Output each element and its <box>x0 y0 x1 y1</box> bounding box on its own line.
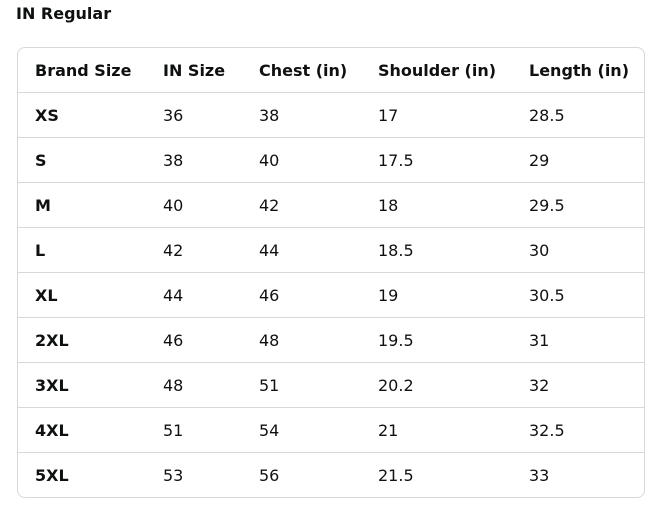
table-cell: 28.5 <box>512 92 644 138</box>
table-cell: 5XL <box>18 452 146 497</box>
table-cell: 4XL <box>18 407 146 453</box>
table-cell: 42 <box>242 182 361 228</box>
table-row: M 40 42 18 29.5 <box>18 182 644 228</box>
table-cell: 18 <box>361 182 512 228</box>
column-header: Length (in) <box>529 60 629 80</box>
table-row: XS 36 38 17 28.5 <box>18 92 644 138</box>
table-cell: 40 <box>242 137 361 183</box>
table-cell: 19.5 <box>361 317 512 363</box>
table-cell: 46 <box>146 317 242 363</box>
table-cell: 17 <box>361 92 512 138</box>
column-header: Chest (in) <box>259 60 348 80</box>
table-cell: 31 <box>512 317 644 363</box>
table-cell: M <box>18 182 146 228</box>
column-header: Shoulder (in) <box>378 60 497 80</box>
table-row: 3XL 48 51 20.2 32 <box>18 362 644 408</box>
table-cell: 51 <box>146 407 242 453</box>
table-cell: 32.5 <box>512 407 644 453</box>
column-header: Brand Size <box>35 60 132 80</box>
table-cell: 38 <box>146 137 242 183</box>
table-cell: XL <box>18 272 146 318</box>
table-cell: 38 <box>242 92 361 138</box>
header-row: Brand Size IN Size Chest (in) Shoulder (in)… <box>18 48 644 93</box>
table-cell: 53 <box>146 452 242 497</box>
table-cell: XS <box>18 92 146 138</box>
table-cell: 33 <box>512 452 644 497</box>
table-cell: 51 <box>242 362 361 408</box>
table-row: S 38 40 17.5 29 <box>18 137 644 183</box>
table-cell: S <box>18 137 146 183</box>
table-cell: 21 <box>361 407 512 453</box>
page-title: IN Regular <box>16 4 112 23</box>
table-row: 5XL 53 56 21.5 33 <box>18 452 644 497</box>
table-cell: 20.2 <box>361 362 512 408</box>
table-cell: 3XL <box>18 362 146 408</box>
table-cell: 30 <box>512 227 644 273</box>
table-cell: 44 <box>146 272 242 318</box>
table-cell: 2XL <box>18 317 146 363</box>
table-cell: 29.5 <box>512 182 644 228</box>
table-cell: 32 <box>512 362 644 408</box>
table-cell: 19 <box>361 272 512 318</box>
table-row: L 42 44 18.5 30 <box>18 227 644 273</box>
table-cell: 36 <box>146 92 242 138</box>
table-cell: L <box>18 227 146 273</box>
table-cell: 17.5 <box>361 137 512 183</box>
table-row: 4XL 51 54 21 32.5 <box>18 407 644 453</box>
column-header: IN Size <box>163 60 226 80</box>
table-cell: 46 <box>242 272 361 318</box>
table-cell: 30.5 <box>512 272 644 318</box>
table-cell: 48 <box>146 362 242 408</box>
table-cell: 54 <box>242 407 361 453</box>
table-cell: 56 <box>242 452 361 497</box>
table-cell: 44 <box>242 227 361 273</box>
table-cell: 18.5 <box>361 227 512 273</box>
table-row: XL 44 46 19 30.5 <box>18 272 644 318</box>
table-row: 2XL 46 48 19.5 31 <box>18 317 644 363</box>
table-cell: 40 <box>146 182 242 228</box>
table-cell: 21.5 <box>361 452 512 497</box>
table-cell: 42 <box>146 227 242 273</box>
table-cell: 29 <box>512 137 644 183</box>
table-cell: 48 <box>242 317 361 363</box>
size-chart-table: Brand Size IN Size Chest (in) Shoulder (in)… <box>17 47 645 498</box>
